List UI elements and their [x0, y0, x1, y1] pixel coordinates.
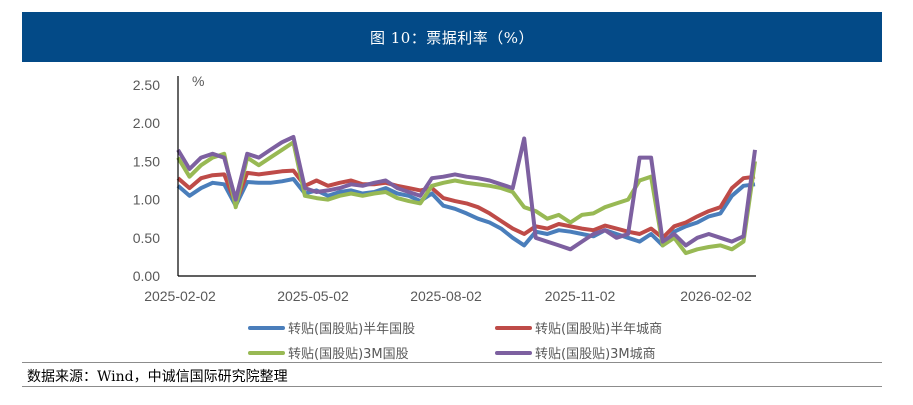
legend-swatch-icon [248, 350, 285, 355]
x-axis-ticks: 2025-02-02 2025-05-02 2025-08-02 2025-11-02… [144, 288, 752, 304]
legend-label: 转贴(国股贴)3M国股 [288, 347, 409, 362]
y-tick-label: 2.00 [133, 115, 160, 131]
y-tick-label: 1.50 [133, 153, 160, 169]
x-tick-label: 2025-05-02 [277, 288, 349, 304]
y-tick-label: 0.50 [133, 230, 160, 246]
series-lines [176, 135, 757, 256]
series-line [176, 168, 756, 240]
source-divider-bottom [22, 386, 882, 387]
y-tick-label: 2.50 [133, 77, 160, 93]
series-line [176, 135, 757, 252]
x-tick-label: 2025-11-02 [545, 288, 616, 304]
legend-label: 转贴(国股贴)半年国股 [288, 322, 416, 337]
legend-item-2: 转贴(国股贴)半年城商 [495, 318, 662, 337]
source-divider-top [22, 362, 882, 363]
legend-swatch-icon [495, 325, 532, 330]
series-line [176, 177, 756, 248]
y-tick-label: 0.00 [133, 268, 160, 284]
y-axis-unit-label: % [192, 73, 204, 89]
x-tick-label: 2025-02-02 [144, 288, 216, 304]
legend-item-1: 转贴(国股贴)半年国股 [248, 318, 415, 337]
legend-swatch-icon [248, 325, 285, 330]
legend-label: 转贴(国股贴)半年城商 [535, 322, 663, 337]
legend-item-4: 转贴(国股贴)3M城商 [495, 343, 656, 362]
x-tick-label: 2026-02-02 [680, 288, 752, 304]
chart-title: 图 10：票据利率（%） [369, 28, 535, 47]
x-tick-label: 2025-08-02 [410, 288, 482, 304]
chart-title-bar: 图 10：票据利率（%） [22, 12, 882, 62]
source-note: 数据来源：Wind，中诚信国际研究院整理 [27, 369, 288, 385]
y-tick-label: 1.00 [133, 192, 160, 208]
legend-swatch-icon [495, 350, 532, 355]
legend-label: 转贴(国股贴)3M城商 [535, 347, 656, 362]
y-axis-ticks: 0.00 0.50 1.00 1.50 2.00 2.50 [133, 77, 160, 284]
legend-item-3: 转贴(国股贴)3M国股 [248, 343, 409, 362]
